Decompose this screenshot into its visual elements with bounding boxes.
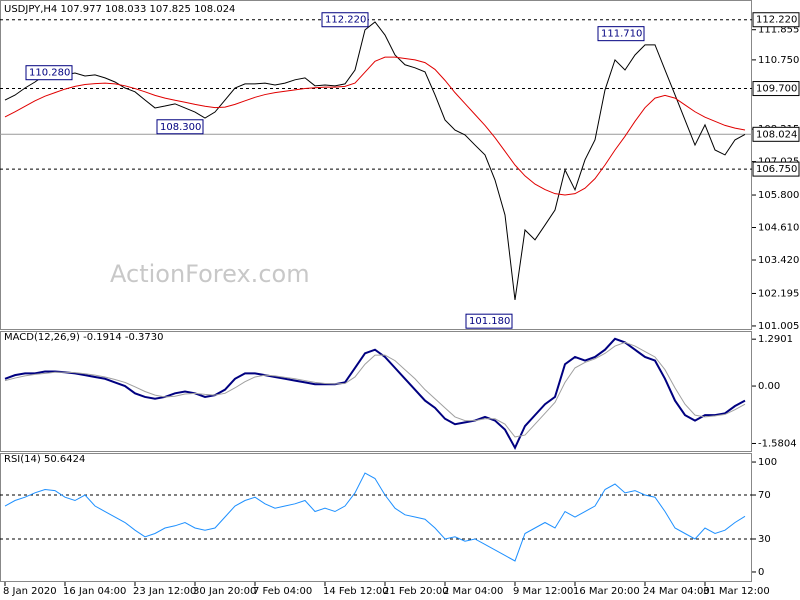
x-tick-label: 21 Feb 20:00 — [383, 586, 449, 597]
x-tick-label: 9 Mar 12:00 — [513, 586, 573, 597]
annotation-box — [597, 26, 645, 42]
y-tick-label: 103.420 — [758, 255, 799, 266]
x-tick-label: 23 Jan 12:00 — [133, 586, 196, 597]
x-tick-label: 8 Jan 2020 — [3, 586, 57, 597]
y-tick-label: 102.195 — [758, 288, 799, 299]
y-tick-label: 0 — [758, 567, 764, 578]
pane-title: MACD(12,26,9) -0.1914 -0.3730 — [4, 332, 164, 343]
rsi-pane — [0, 453, 752, 582]
x-tick-label: 16 Jan 04:00 — [63, 586, 126, 597]
watermark: ActionForex.com — [110, 260, 310, 288]
level-label: 112.220 — [756, 15, 797, 26]
series-line — [4, 56, 746, 196]
x-tick-label: 2 Mar 04:00 — [443, 586, 503, 597]
y-tick-label: 111.855 — [758, 25, 799, 36]
series-line — [4, 337, 746, 451]
x-tick-label: 30 Jan 20:00 — [193, 586, 256, 597]
annotation-label: 110.280 — [29, 68, 70, 79]
series-line — [4, 472, 746, 562]
annotation-label: 108.300 — [160, 122, 201, 133]
x-tick-label: 16 Mar 20:00 — [573, 586, 640, 597]
x-tick-label: 24 Mar 04:00 — [643, 586, 710, 597]
level-label: 106.750 — [756, 164, 797, 175]
series-line — [4, 341, 746, 438]
annotation-label: 101.180 — [469, 316, 510, 327]
y-tick-label: 105.800 — [758, 190, 799, 201]
y-tick-label: 101.005 — [758, 321, 799, 332]
level-box — [752, 161, 800, 177]
annotation-box — [321, 12, 369, 28]
y-tick-label: 104.610 — [758, 223, 799, 234]
level-label: 109.700 — [756, 84, 797, 95]
level-box — [752, 126, 800, 142]
y-tick-label: 100 — [758, 457, 777, 468]
x-tick-label: 14 Feb 12:00 — [323, 586, 389, 597]
annotation-label: 111.710 — [601, 29, 642, 40]
pane-title: USDJPY,H4 107.977 108.033 107.825 108.02… — [4, 4, 235, 15]
x-tick-label: 7 Feb 04:00 — [253, 586, 312, 597]
y-tick-label: 70 — [758, 490, 771, 501]
annotation-box — [465, 313, 513, 329]
annotation-box — [156, 119, 204, 135]
pane-title: RSI(14) 50.6424 — [4, 454, 85, 465]
y-tick-label: 1.2901 — [758, 334, 793, 345]
level-box — [752, 81, 800, 97]
series-line — [4, 21, 746, 300]
y-tick-label: 0.00 — [758, 381, 780, 392]
level-box — [752, 12, 800, 28]
y-tick-label: 110.750 — [758, 55, 799, 66]
y-tick-label: -1.5804 — [758, 438, 797, 449]
annotation-box — [25, 65, 73, 81]
level-label: 108.024 — [756, 129, 797, 140]
annotation-label: 112.220 — [325, 15, 366, 26]
price-pane — [0, 0, 752, 330]
x-tick-label: 31 Mar 12:00 — [703, 586, 770, 597]
y-tick-label: 30 — [758, 534, 771, 545]
